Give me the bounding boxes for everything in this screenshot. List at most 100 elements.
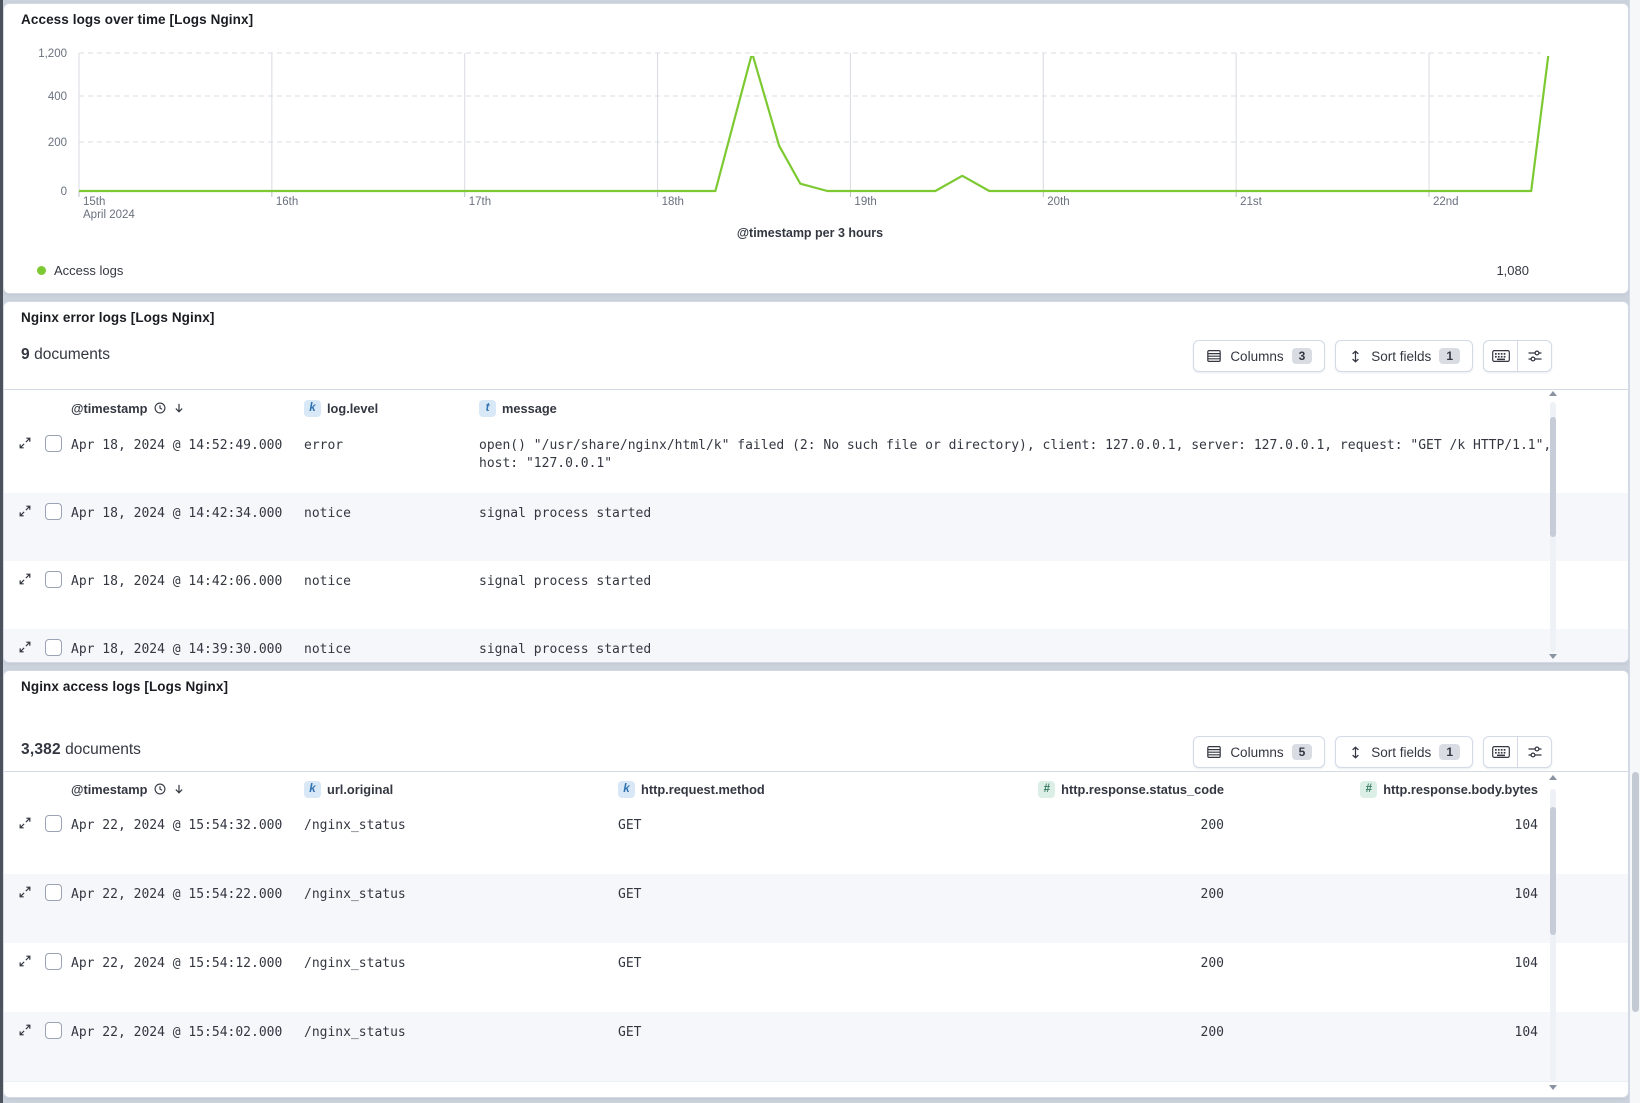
- svg-text:400: 400: [48, 91, 67, 103]
- row-checkbox[interactable]: [45, 815, 62, 832]
- row-checkbox[interactable]: [45, 503, 62, 520]
- expand-document-icon[interactable]: [18, 572, 32, 586]
- keyword-field-token-icon: k: [304, 780, 321, 798]
- keyword-field-token-icon: k: [618, 780, 635, 798]
- expand-document-icon[interactable]: [18, 885, 32, 899]
- status-code-cell: 200: [1200, 956, 1224, 971]
- body-bytes-cell: 104: [1514, 956, 1538, 971]
- expand-document-icon[interactable]: [18, 436, 32, 450]
- column-header-http-response-status-code[interactable]: # http.response.status_code: [1004, 772, 1224, 806]
- message-cell: signal process started: [479, 573, 651, 591]
- keyboard-icon: [1491, 745, 1510, 759]
- expand-document-icon[interactable]: [18, 954, 32, 968]
- panel-title: Nginx access logs [Logs Nginx]: [21, 679, 229, 694]
- table-row: Apr 18, 2024 @ 14:42:06.000 notice signa…: [4, 561, 1628, 630]
- series-line-access-logs: [79, 56, 1550, 193]
- table-scrollbar-thumb[interactable]: [1550, 807, 1556, 935]
- row-checkbox[interactable]: [45, 435, 62, 452]
- status-code-cell: 200: [1200, 887, 1224, 902]
- column-header-timestamp[interactable]: @timestamp: [71, 390, 291, 426]
- table-row: Apr 22, 2024 @ 15:54:12.000 /nginx_statu…: [4, 943, 1628, 1013]
- scroll-up-arrow[interactable]: [1549, 775, 1557, 780]
- status-code-cell: 200: [1200, 1025, 1224, 1040]
- http-method-cell: GET: [618, 887, 642, 902]
- svg-text:20th: 20th: [1047, 196, 1069, 208]
- table-row: Apr 18, 2024 @ 14:42:34.000 notice signa…: [4, 493, 1628, 562]
- expand-document-icon[interactable]: [18, 504, 32, 518]
- chart-gridlines: [78, 52, 1541, 197]
- url-original-cell: /nginx_status: [304, 1025, 406, 1040]
- http-method-cell: GET: [618, 956, 642, 971]
- page-scrollbar-thumb[interactable]: [1632, 772, 1639, 1012]
- url-original-cell: /nginx_status: [304, 956, 406, 971]
- log-level-cell: notice: [304, 642, 351, 657]
- message-line: open() "/usr/share/nginx/html/k" failed …: [479, 438, 1552, 453]
- grid-toolbar: Columns 3 Sort fields 1: [1193, 340, 1552, 372]
- column-label: url.original: [327, 781, 394, 797]
- legend-value: 1,080: [1496, 262, 1529, 278]
- sort-fields-button[interactable]: Sort fields 1: [1335, 736, 1473, 768]
- table-scrollbar: [1550, 789, 1556, 1081]
- column-label: message: [502, 400, 557, 416]
- columns-button[interactable]: Columns 5: [1193, 736, 1326, 768]
- svg-text:17th: 17th: [469, 196, 491, 208]
- row-checkbox[interactable]: [45, 571, 62, 588]
- table-row: Apr 22, 2024 @ 15:54:32.000 /nginx_statu…: [4, 805, 1628, 875]
- svg-text:200: 200: [48, 137, 67, 149]
- row-checkbox[interactable]: [45, 884, 62, 901]
- legend-item-access-logs[interactable]: Access logs: [37, 260, 123, 280]
- sort-fields-button-label: Sort fields: [1371, 348, 1432, 364]
- number-field-token-icon: #: [1360, 780, 1378, 798]
- expand-document-icon[interactable]: [18, 640, 32, 654]
- column-header-url-original[interactable]: k url.original: [304, 772, 564, 806]
- grid-header-row: @timestamp k log.level t message: [4, 389, 1628, 427]
- scroll-down-arrow[interactable]: [1549, 654, 1557, 659]
- message-cell: signal process started: [479, 641, 651, 659]
- document-count-number: 3,382: [21, 741, 61, 758]
- sort-updown-icon: [1348, 745, 1363, 760]
- display-options-button[interactable]: [1517, 341, 1551, 371]
- columns-button-label: Columns: [1230, 348, 1284, 364]
- table-scrollbar-thumb[interactable]: [1550, 417, 1556, 537]
- row-checkbox[interactable]: [45, 639, 62, 656]
- expand-document-icon[interactable]: [18, 1023, 32, 1037]
- document-count: 3,382 documents: [21, 741, 141, 759]
- columns-button[interactable]: Columns 3: [1193, 340, 1326, 372]
- row-checkbox[interactable]: [45, 1022, 62, 1039]
- column-header-http-response-body-bytes[interactable]: # http.response.body.bytes: [1324, 772, 1538, 806]
- sort-fields-count-badge: 1: [1439, 744, 1460, 760]
- message-cell: signal process started: [479, 505, 651, 523]
- access-logs-time-chart[interactable]: 15th 16th 17th 18th 19th 20th 21st 22nd April 20…: [4, 4, 1629, 294]
- http-method-cell: GET: [618, 818, 642, 833]
- page-scrollbar: [1629, 0, 1640, 1103]
- timestamp-cell: Apr 18, 2024 @ 14:52:49.000: [71, 438, 283, 453]
- columns-count-badge: 3: [1291, 348, 1313, 364]
- sort-fields-button[interactable]: Sort fields 1: [1335, 340, 1473, 372]
- row-checkbox[interactable]: [45, 953, 62, 970]
- keyboard-shortcuts-button[interactable]: [1484, 737, 1517, 767]
- svg-text:21st: 21st: [1240, 196, 1263, 208]
- keyboard-shortcuts-button[interactable]: [1484, 341, 1517, 371]
- column-header-message[interactable]: t message: [479, 390, 879, 426]
- table-row: Apr 18, 2024 @ 14:52:49.000 error open()…: [4, 425, 1628, 494]
- column-label: @timestamp: [71, 781, 148, 797]
- sort-fields-count-badge: 1: [1439, 348, 1460, 364]
- column-header-http-request-method[interactable]: k http.request.method: [618, 772, 878, 806]
- body-bytes-cell: 104: [1514, 1025, 1538, 1040]
- grid-toolbar: Columns 5 Sort fields 1: [1193, 736, 1552, 768]
- svg-text:15th: 15th: [83, 196, 105, 208]
- column-header-timestamp[interactable]: @timestamp: [71, 772, 291, 806]
- keyboard-icon: [1491, 349, 1510, 363]
- table-row: Apr 22, 2024 @ 15:54:02.000 /nginx_statu…: [4, 1012, 1628, 1082]
- scroll-up-arrow[interactable]: [1549, 391, 1557, 396]
- message-line: host: "127.0.0.1": [479, 455, 613, 471]
- scroll-down-arrow[interactable]: [1549, 1085, 1557, 1090]
- sort-desc-arrow-icon: [173, 783, 185, 795]
- table-row: Apr 18, 2024 @ 14:39:30.000 notice signa…: [4, 629, 1628, 662]
- column-header-log-level[interactable]: k log.level: [304, 390, 464, 426]
- display-options-button[interactable]: [1517, 737, 1551, 767]
- http-method-cell: GET: [618, 1025, 642, 1040]
- expand-document-icon[interactable]: [18, 816, 32, 830]
- legend-label: Access logs: [54, 262, 124, 278]
- url-original-cell: /nginx_status: [304, 818, 406, 833]
